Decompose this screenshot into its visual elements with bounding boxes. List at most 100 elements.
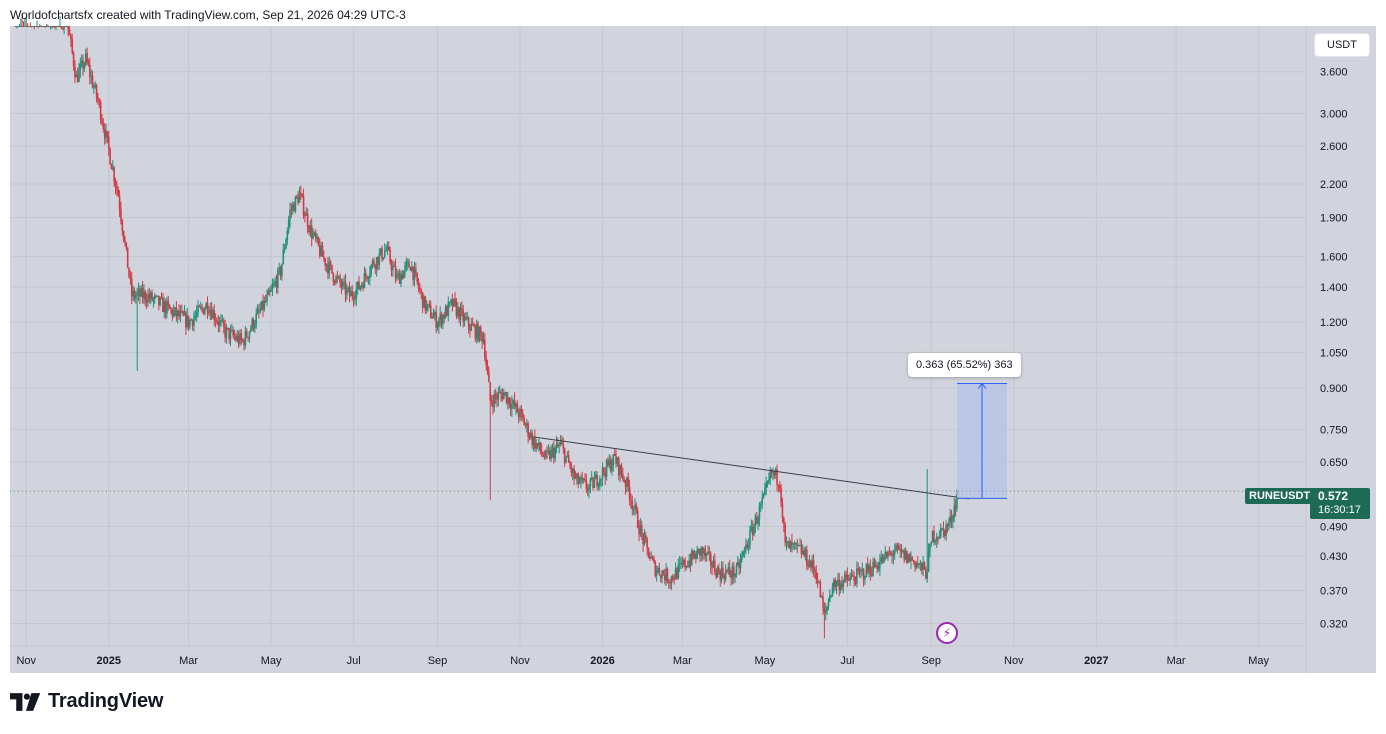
candle-body	[91, 75, 94, 88]
candle-body	[531, 433, 533, 445]
candle-body	[26, 26, 29, 27]
candle-body	[731, 566, 734, 578]
candle-body	[220, 320, 222, 322]
candle-body	[419, 288, 421, 291]
candle-body	[482, 339, 485, 343]
candle-body	[312, 233, 314, 239]
candle-body	[776, 469, 778, 485]
lightning-icon[interactable]: ⚡	[936, 622, 958, 644]
candle-body	[72, 52, 75, 67]
candle-body	[753, 526, 755, 536]
candle-body	[228, 328, 230, 340]
candle-body	[313, 232, 316, 234]
candle-body	[109, 148, 111, 165]
candle-body	[899, 548, 901, 550]
candle-body	[214, 320, 217, 322]
candle-body	[167, 301, 170, 305]
candle-body	[750, 526, 753, 530]
candle-body	[942, 527, 945, 530]
candle-body	[941, 527, 943, 529]
candle-body	[910, 557, 912, 562]
candle-body	[597, 485, 600, 487]
candle-body	[937, 537, 939, 539]
candle-body	[162, 297, 164, 312]
candle-body	[456, 307, 459, 316]
candle-body	[954, 505, 957, 509]
candle-body	[103, 129, 106, 139]
candle-body	[444, 306, 447, 319]
candle-body	[922, 562, 924, 570]
candle-body	[48, 26, 51, 27]
candle-body	[808, 560, 811, 567]
candle-body	[864, 577, 866, 580]
candle-body	[500, 392, 502, 394]
candle-body	[205, 303, 207, 309]
candle-body	[236, 335, 239, 341]
candle-body	[869, 565, 872, 575]
candle-body	[221, 320, 224, 322]
plot-area[interactable]	[10, 26, 1306, 646]
candle-body	[783, 517, 785, 524]
candle-body	[84, 53, 87, 64]
candle-body	[412, 266, 414, 280]
tradingview-logo[interactable]: TradingView	[10, 690, 163, 713]
candle-body	[67, 26, 69, 30]
candle-body	[122, 230, 125, 241]
candle-body	[613, 454, 616, 456]
candle-body	[36, 26, 38, 27]
candle-body	[80, 60, 83, 65]
candle-body	[945, 524, 947, 536]
candle-body	[194, 315, 197, 318]
candle-body	[814, 569, 816, 573]
candle-body	[877, 568, 880, 570]
time-axis-area[interactable]	[10, 646, 1376, 673]
candle-body	[513, 400, 516, 408]
candle-body	[98, 100, 101, 102]
candle-body	[492, 402, 494, 408]
candle-body	[28, 26, 30, 27]
candle-body	[624, 481, 627, 487]
candle-body	[105, 131, 107, 139]
candle-body	[272, 283, 275, 287]
candle-body	[473, 325, 475, 327]
candle-body	[630, 499, 632, 502]
candle-body	[760, 504, 762, 506]
candle-body	[920, 562, 923, 570]
candle-body	[699, 548, 701, 556]
candle-body	[33, 26, 36, 27]
candle-body	[497, 392, 500, 400]
candle-body	[232, 330, 235, 336]
price-axis-area[interactable]	[1306, 26, 1376, 646]
candle-body	[657, 567, 659, 571]
candle-body	[327, 264, 329, 274]
candle-body	[527, 423, 529, 437]
candle-body	[846, 575, 849, 580]
currency-button[interactable]: USDT	[1314, 33, 1370, 57]
candle-body	[317, 237, 320, 246]
candle-body	[592, 477, 594, 488]
candle-body	[258, 309, 260, 312]
candle-body	[393, 265, 396, 267]
candle-body	[578, 481, 581, 484]
candle-body	[780, 488, 782, 503]
candle-body	[581, 477, 584, 480]
candle-body	[530, 433, 532, 438]
candle-body	[900, 548, 903, 552]
candle-body	[378, 253, 381, 265]
candle-body	[615, 455, 617, 465]
candle-body	[291, 204, 294, 210]
candle-body	[772, 470, 774, 473]
candle-body	[271, 286, 274, 290]
candle-body	[32, 26, 34, 27]
candle-body	[796, 542, 799, 546]
candle-body	[479, 327, 482, 334]
candle-body	[359, 286, 362, 290]
candle-body	[285, 240, 287, 249]
candle-body	[517, 412, 520, 418]
candle-body	[875, 565, 877, 568]
candle-body	[195, 312, 198, 316]
candle-body	[812, 560, 815, 570]
candle-body	[762, 493, 765, 498]
candle-body	[314, 232, 317, 239]
